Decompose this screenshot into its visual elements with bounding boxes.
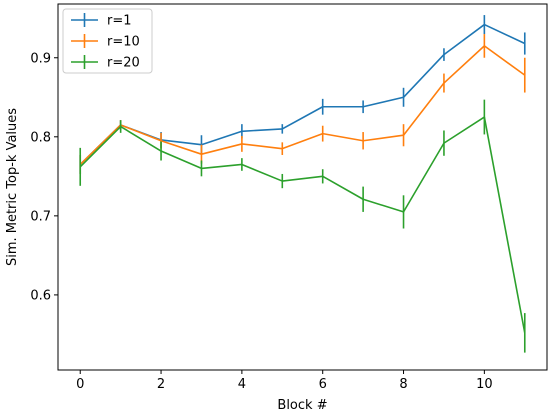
plot-lines: [79, 15, 526, 353]
x-tick-label: 2: [157, 377, 165, 392]
legend-label: r=10: [107, 35, 140, 50]
axes-frame: [57, 3, 548, 371]
x-tick-label: 0: [76, 377, 84, 392]
x-tick-label: 4: [238, 377, 246, 392]
series-line: [79, 116, 526, 333]
x-axis-label: Block #: [277, 398, 327, 413]
x-tick-label: 8: [399, 377, 407, 392]
y-tick-label: 0.8: [30, 130, 51, 145]
series-line: [79, 45, 526, 166]
legend-label: r=20: [107, 56, 140, 71]
ticks: 0 2 4 6 8 10 0.6 0.7 0.8 0.9: [30, 51, 492, 392]
x-tick-label: 6: [319, 377, 327, 392]
y-tick-label: 0.9: [30, 51, 51, 66]
legend: r=1 r=10 r=20: [62, 8, 153, 74]
x-tick-label: 10: [476, 377, 493, 392]
y-tick-label: 0.6: [30, 288, 51, 303]
legend-label: r=1: [107, 14, 132, 29]
series-r=10: [79, 34, 526, 174]
y-tick-label: 0.7: [30, 209, 51, 224]
y-axis-label: Sim. Metric Top-k Values: [5, 108, 20, 266]
series-r=20: [79, 99, 526, 353]
